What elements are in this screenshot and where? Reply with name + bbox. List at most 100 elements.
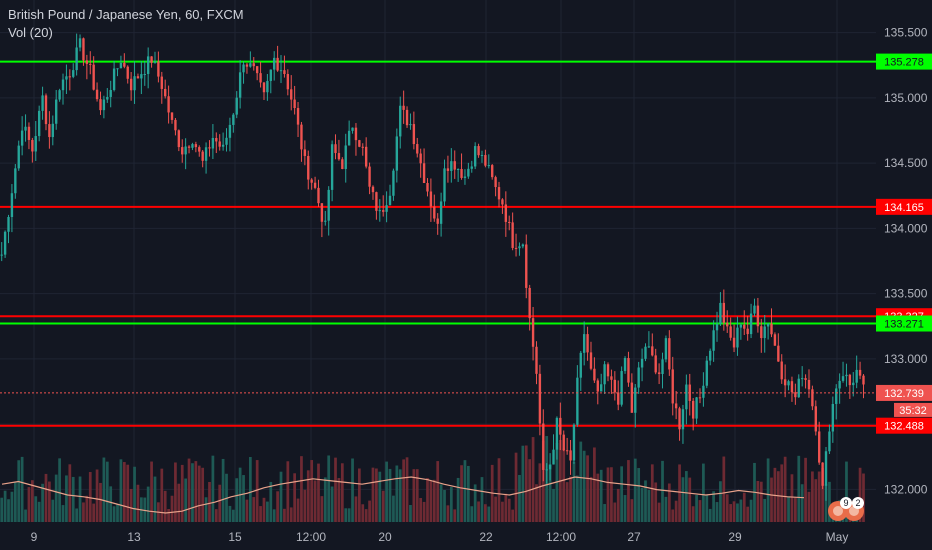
candle-body <box>722 302 726 323</box>
volume-bar <box>535 484 538 522</box>
candle-body <box>419 153 422 164</box>
volume-bar <box>766 458 770 522</box>
candle-body <box>552 449 555 465</box>
volume-bar <box>480 477 484 522</box>
level-tag-label: 134.165 <box>884 202 924 214</box>
candle-body <box>678 408 681 430</box>
logo-icon: 9 2 <box>828 497 864 521</box>
candle-body <box>242 64 245 73</box>
volume-bar <box>552 488 555 522</box>
candle-body <box>150 56 153 63</box>
candle-body <box>136 76 140 79</box>
candle-body <box>610 376 613 380</box>
volume-bar <box>763 498 767 522</box>
candle-body <box>37 110 41 137</box>
candle-body <box>238 72 242 98</box>
countdown-label: 35:32 <box>899 405 927 417</box>
candle-body <box>157 61 160 77</box>
candle-body <box>634 387 637 413</box>
candle-body <box>382 210 385 212</box>
candle-body <box>548 464 552 470</box>
volume-bar <box>586 455 589 522</box>
volume-bar <box>824 483 828 522</box>
volume-bar <box>201 467 205 522</box>
volume-bar <box>613 502 617 522</box>
volume-bar <box>279 471 283 522</box>
volume-bar <box>337 478 341 522</box>
y-tick-label: 132.000 <box>884 482 928 496</box>
volume-bar <box>122 462 126 522</box>
candle-body <box>399 105 402 137</box>
volume-bar <box>688 477 692 522</box>
volume-bar <box>368 500 371 522</box>
candle-body <box>497 187 501 200</box>
candle-body <box>320 203 324 222</box>
volume-bar <box>82 502 85 522</box>
tradingview-logo[interactable]: 9 2 <box>826 497 866 523</box>
volume-bar <box>739 499 743 522</box>
candle-body <box>862 375 865 385</box>
candle-body <box>691 400 695 419</box>
candle-body <box>58 90 61 100</box>
volume-bar <box>807 491 811 522</box>
candle-body <box>760 326 763 339</box>
candle-body <box>712 330 715 351</box>
volume-bar <box>637 468 641 522</box>
candle-body <box>852 382 855 386</box>
volume-bar <box>252 497 256 522</box>
candle-body <box>514 247 518 249</box>
volume-bar <box>548 464 552 522</box>
volume-bar <box>695 495 698 522</box>
candle-body <box>198 147 201 152</box>
volume-bar <box>800 484 804 522</box>
volume-bar <box>99 482 102 522</box>
candle-body <box>467 168 470 177</box>
candle-body <box>647 346 651 348</box>
volume-bar <box>320 496 324 522</box>
volume-bar <box>340 463 344 522</box>
volume-bar <box>691 506 695 522</box>
candle-body <box>439 201 443 224</box>
volume-bar <box>719 481 722 522</box>
volume-bar <box>715 502 719 522</box>
volume-bar <box>644 480 647 522</box>
volume-bar <box>698 500 702 522</box>
candle-body <box>838 380 841 389</box>
candle-body <box>140 74 143 79</box>
candle-body <box>453 161 456 170</box>
candle-body <box>252 63 255 67</box>
candle-body <box>743 324 746 329</box>
volume-bar <box>20 456 24 522</box>
volume-bar <box>34 496 38 522</box>
candle-body <box>613 379 617 393</box>
candle-body <box>255 66 259 74</box>
last-price-tag <box>876 384 932 401</box>
volume-bar <box>449 486 453 522</box>
candle-body <box>82 38 85 61</box>
volume-bar <box>463 460 467 522</box>
symbol-title: British Pound / Japanese Yen, 60, FXCM <box>8 7 244 22</box>
candle-body <box>259 73 262 83</box>
candle-body <box>385 205 388 212</box>
candle-body <box>726 322 729 327</box>
volume-bar <box>511 509 515 522</box>
volume-bar <box>163 490 167 522</box>
volume-bar <box>68 464 72 522</box>
volume-bar <box>317 463 320 522</box>
candle-body <box>746 328 749 335</box>
volume-bar <box>231 509 235 522</box>
candle-body <box>170 112 174 120</box>
volume-bar <box>214 509 218 522</box>
volume-bar <box>0 497 4 522</box>
volume-bar <box>722 456 726 522</box>
volume-bar <box>732 501 736 522</box>
candle-body <box>55 99 58 124</box>
candle-body <box>780 361 783 380</box>
candle-body <box>535 346 538 374</box>
candle-body <box>586 334 589 353</box>
candle-body <box>44 95 48 125</box>
volume-bar <box>487 506 491 522</box>
volume-bar <box>606 467 610 522</box>
volume-bar <box>245 499 249 522</box>
